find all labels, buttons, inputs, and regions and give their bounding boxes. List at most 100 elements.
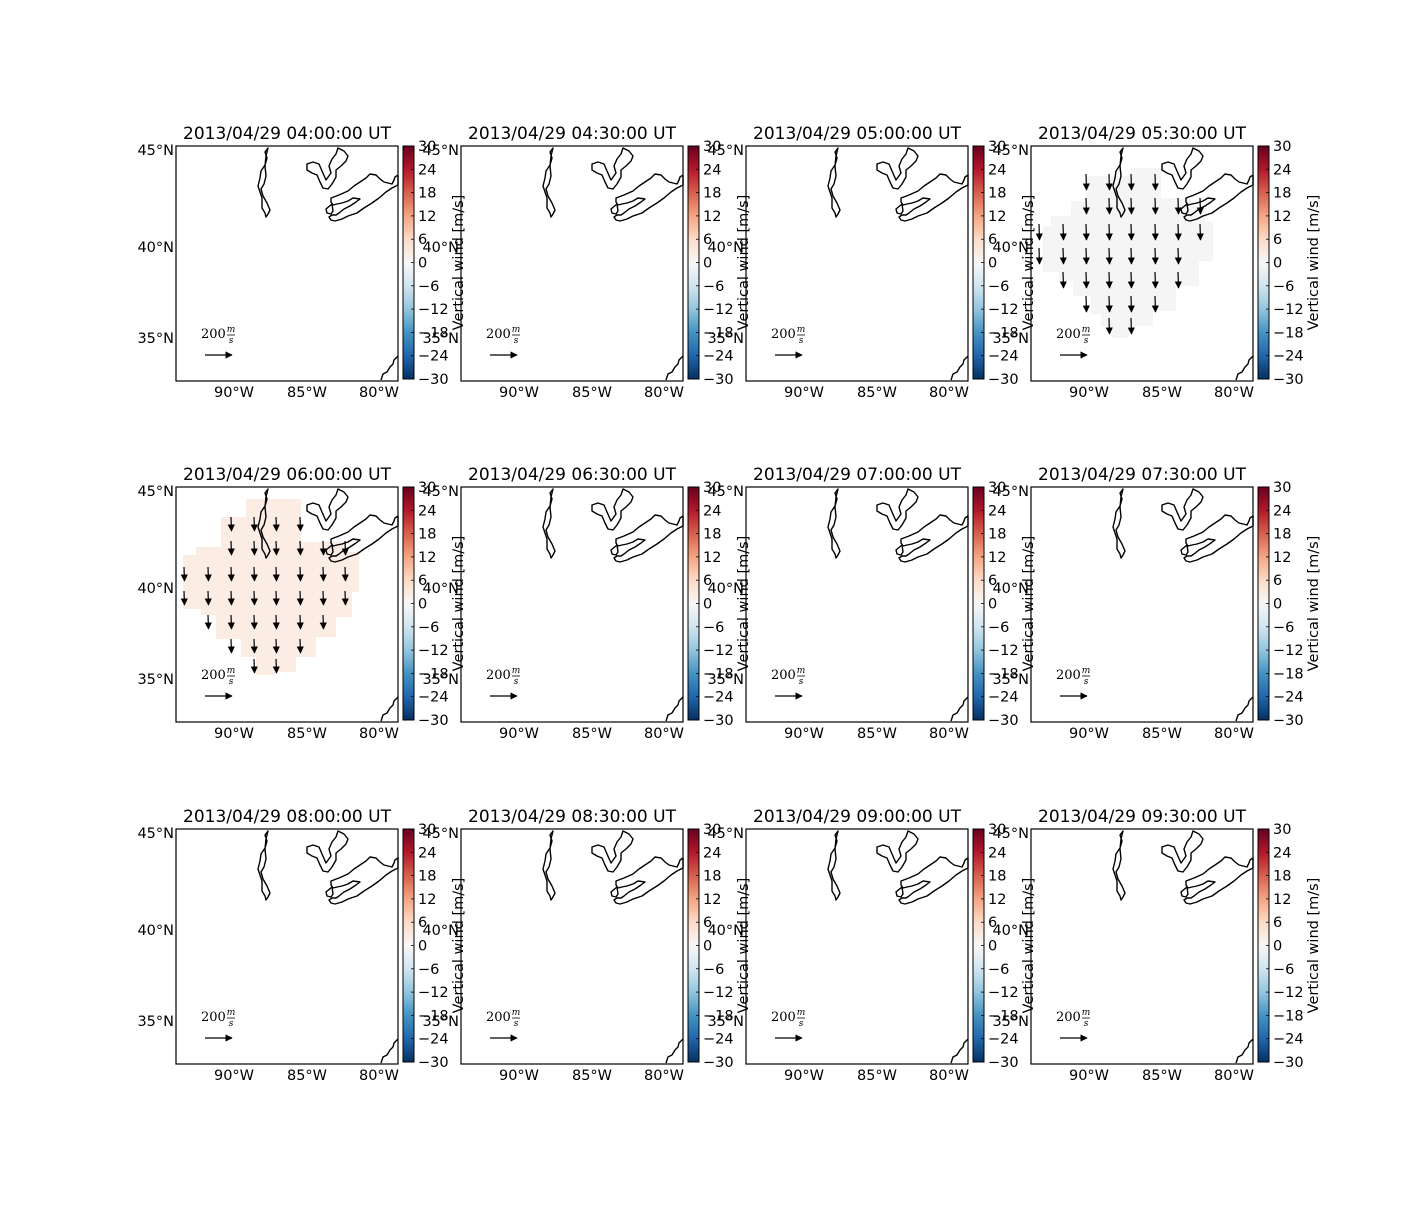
reference-vector-unit-numerator: m bbox=[227, 666, 236, 676]
east-coast bbox=[950, 696, 969, 722]
colorbar-label: Vertical wind [m/s] bbox=[451, 878, 467, 1014]
map-panel: 2013/04/29 07:00:00 UT 200 ms 45°N 40°N 35°N 9… bbox=[707, 465, 1037, 742]
reference-vector-unit-numerator: m bbox=[227, 1008, 236, 1018]
colorbar-tick-label: 0 bbox=[703, 597, 712, 613]
reference-vector-unit-denominator: s bbox=[514, 336, 519, 346]
latitude-label: 35°N bbox=[137, 1014, 174, 1030]
colorbar-tick-label: −30 bbox=[988, 713, 1019, 729]
colorbar-tick-label: −24 bbox=[1273, 349, 1304, 365]
longitude-label: 80°W bbox=[1214, 1068, 1254, 1084]
longitude-label: 90°W bbox=[784, 385, 824, 401]
reference-vector: 200 ms bbox=[201, 325, 235, 359]
lake-huron bbox=[306, 147, 349, 190]
wind-vector-arrow bbox=[250, 516, 258, 532]
panel-title: 2013/04/29 04:30:00 UT bbox=[468, 124, 677, 144]
reference-vector: 200 ms bbox=[771, 666, 805, 700]
wind-vector-arrow bbox=[1105, 271, 1113, 289]
wind-vector-arrow bbox=[272, 614, 280, 630]
reference-vector-unit-denominator: s bbox=[1084, 336, 1089, 346]
colorbar-tick-label: 0 bbox=[703, 939, 712, 955]
wind-vector-arrow bbox=[1127, 271, 1135, 289]
longitude-label: 85°W bbox=[572, 1068, 612, 1084]
lake-erie bbox=[613, 173, 684, 222]
colorbar-label: Vertical wind [m/s] bbox=[736, 195, 752, 331]
colorbar-label: Vertical wind [m/s] bbox=[1021, 878, 1037, 1014]
colorbar-tick-label: 30 bbox=[1273, 822, 1291, 838]
colorbar: 30 24 18 12 6 0 −6 −12 −18 −24 −30 Vertical wind [m… bbox=[687, 822, 752, 1071]
latitude-label: 45°N bbox=[992, 143, 1029, 159]
latitude-label: 45°N bbox=[707, 143, 744, 159]
panel-title: 2013/04/29 07:00:00 UT bbox=[753, 465, 962, 485]
lake-erie-bay bbox=[1180, 203, 1189, 215]
colorbar-tick-label: −18 bbox=[703, 1008, 734, 1024]
longitude-label: 80°W bbox=[644, 726, 684, 742]
map-panel: 2013/04/29 05:30:00 UT 200 ms 45°N 40°N 35°N 9… bbox=[992, 124, 1322, 401]
coastlines bbox=[257, 147, 399, 381]
latitude-label: 35°N bbox=[422, 331, 459, 347]
colorbar: 30 24 18 12 6 0 −6 −12 −18 −24 −30 Vertical wind [m… bbox=[687, 480, 752, 729]
map-panel: 2013/04/29 05:00:00 UT 200 ms 45°N 40°N 35°N 9… bbox=[707, 124, 1037, 401]
latitude-label: 40°N bbox=[992, 240, 1029, 256]
wind-vector-arrow bbox=[1151, 223, 1159, 241]
reference-vector-unit-denominator: s bbox=[1084, 1019, 1089, 1029]
lake-erie-bay bbox=[895, 544, 904, 556]
latitude-label: 40°N bbox=[137, 923, 174, 939]
wind-vector-arrow bbox=[296, 590, 304, 606]
vertical-wind-region bbox=[183, 499, 359, 675]
panel-title: 2013/04/29 09:30:00 UT bbox=[1038, 807, 1247, 827]
lake-erie bbox=[898, 173, 969, 222]
panel-title: 2013/04/29 08:00:00 UT bbox=[183, 807, 392, 827]
lake-erie bbox=[1183, 173, 1254, 222]
colorbar-tick-label: 18 bbox=[418, 527, 436, 543]
colorbar-tick-label: −24 bbox=[988, 1032, 1019, 1048]
reference-vector-unit-numerator: m bbox=[512, 1008, 521, 1018]
wind-vector-arrow bbox=[1127, 173, 1135, 191]
lake-michigan bbox=[1112, 830, 1126, 901]
wind-vector-arrow bbox=[1105, 247, 1113, 265]
coastlines bbox=[542, 830, 684, 1064]
colorbar-tick-label: −24 bbox=[418, 1032, 449, 1048]
longitude-label: 90°W bbox=[214, 1068, 254, 1084]
east-coast bbox=[665, 355, 684, 381]
longitude-label: 80°W bbox=[644, 385, 684, 401]
colorbar-tick-label: 18 bbox=[703, 186, 721, 202]
longitude-label: 85°W bbox=[287, 1068, 327, 1084]
wind-vector-arrow bbox=[319, 590, 327, 606]
latitude-label: 45°N bbox=[707, 484, 744, 500]
colorbar-tick-label: −18 bbox=[1273, 1008, 1304, 1024]
coastlines bbox=[827, 830, 969, 1064]
reference-vector-unit-denominator: s bbox=[799, 336, 804, 346]
longitude-label: 90°W bbox=[214, 726, 254, 742]
wind-vector-arrow bbox=[1151, 247, 1159, 265]
wind-vector-arrow bbox=[227, 540, 235, 556]
panel-title: 2013/04/29 09:00:00 UT bbox=[753, 807, 962, 827]
latitude-label: 40°N bbox=[137, 581, 174, 597]
colorbar-tick-label: 18 bbox=[1273, 186, 1291, 202]
reference-vector-value: 200 bbox=[486, 1010, 511, 1025]
map-frame bbox=[175, 828, 399, 1065]
east-coast bbox=[380, 1038, 399, 1064]
lake-erie bbox=[1183, 514, 1254, 563]
wind-vector-arrow bbox=[1105, 317, 1113, 335]
coastlines bbox=[542, 488, 684, 722]
colorbar-label: Vertical wind [m/s] bbox=[1306, 536, 1322, 672]
lake-erie bbox=[1183, 856, 1254, 905]
lake-erie-bay bbox=[325, 544, 334, 556]
colorbar-label: Vertical wind [m/s] bbox=[451, 195, 467, 331]
colorbar-tick-label: 24 bbox=[1273, 162, 1291, 178]
longitude-label: 80°W bbox=[359, 385, 399, 401]
colorbar-tick-label: 30 bbox=[703, 139, 721, 155]
reference-vector-value: 200 bbox=[771, 327, 796, 342]
colorbar-tick-label: −12 bbox=[988, 985, 1019, 1001]
colorbar-tick-label: 0 bbox=[1273, 256, 1282, 272]
reference-vector-unit-denominator: s bbox=[799, 1019, 804, 1029]
longitude-label: 85°W bbox=[1142, 1068, 1182, 1084]
longitude-label: 80°W bbox=[359, 1068, 399, 1084]
wind-vector-arrow bbox=[272, 638, 280, 654]
colorbar-tick-label: −6 bbox=[1273, 620, 1294, 636]
lake-erie-bay bbox=[325, 886, 334, 898]
longitude-label: 90°W bbox=[214, 385, 254, 401]
colorbar-tick-label: −12 bbox=[703, 302, 734, 318]
colorbar-tick-label: −24 bbox=[988, 349, 1019, 365]
